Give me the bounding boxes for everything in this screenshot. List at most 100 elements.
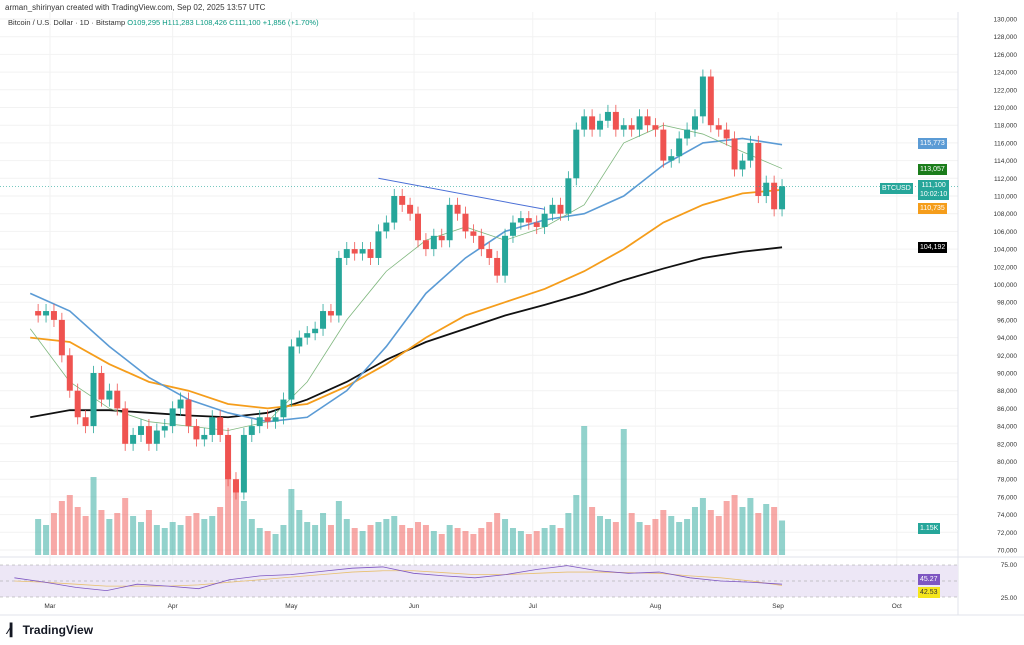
volume-bar xyxy=(541,528,548,555)
candle-body xyxy=(43,311,50,316)
candle-body xyxy=(114,390,121,409)
candle-body xyxy=(612,111,619,130)
volume-bar xyxy=(517,531,524,555)
candle-body xyxy=(502,235,509,276)
symbol-legend: Bitcoin / U.S. Dollar · 1D · Bitstamp O1… xyxy=(8,18,319,27)
candle-body xyxy=(209,417,216,435)
volume-bar xyxy=(771,507,778,555)
rsi-ma-line xyxy=(14,570,783,587)
candle-body xyxy=(335,257,342,316)
candle-body xyxy=(771,182,778,210)
volume-bar xyxy=(43,525,50,555)
volume-bar xyxy=(684,519,691,555)
candle-body xyxy=(723,129,730,139)
candle-body xyxy=(438,235,445,241)
price-tick-label: 92,000 xyxy=(997,353,1017,360)
candle-body xyxy=(106,390,113,400)
volume-bar xyxy=(327,525,334,555)
price-tick-label: 128,000 xyxy=(994,34,1018,41)
volume-badge: 1.15K xyxy=(918,523,941,534)
time-tick-label: Jul xyxy=(529,603,538,610)
ohlc-change: +1,856 (+1.70%) xyxy=(262,18,319,27)
candle-body xyxy=(375,231,382,258)
time-tick-label: Aug xyxy=(650,603,662,610)
price-tick-label: 98,000 xyxy=(997,300,1017,307)
candle-body xyxy=(138,426,145,435)
volume-bar xyxy=(122,498,129,555)
candle-body xyxy=(446,204,453,241)
volume-bar xyxy=(407,528,414,555)
candle-body xyxy=(470,231,477,236)
ticker-badge: BTCUSD xyxy=(880,183,913,194)
candle-body xyxy=(391,196,398,223)
volume-bar xyxy=(636,522,643,555)
candle-body xyxy=(169,408,176,427)
time-tick-label: May xyxy=(285,603,298,610)
candle-body xyxy=(312,328,319,334)
volume-bar xyxy=(581,426,588,555)
volume-bar xyxy=(98,510,105,555)
candle-body xyxy=(486,249,493,258)
volume-bar xyxy=(161,528,168,555)
price-tick-label: 96,000 xyxy=(997,317,1017,324)
candle-body xyxy=(130,434,137,444)
price-tick-label: 76,000 xyxy=(997,494,1017,501)
volume-bar xyxy=(462,531,469,555)
countdown: 10:02:10 xyxy=(920,191,948,198)
volume-bar xyxy=(391,516,398,555)
volume-bar xyxy=(478,528,485,555)
volume-bar xyxy=(50,513,57,555)
volume-bar xyxy=(715,516,722,555)
candle-body xyxy=(684,129,691,139)
rsi-badge: 45.27 xyxy=(918,574,940,585)
candle-body xyxy=(58,319,65,356)
candle-body xyxy=(296,337,303,347)
volume-bar xyxy=(525,534,532,555)
volume-bar xyxy=(399,525,406,555)
volume-bar xyxy=(415,522,422,555)
volume-bar xyxy=(114,513,121,555)
candle-body xyxy=(161,426,168,431)
candle-body xyxy=(494,257,501,276)
volume-bar xyxy=(201,519,208,555)
last-price: 111,100 xyxy=(921,182,946,189)
candle-body xyxy=(367,249,374,258)
price-tick-label: 116,000 xyxy=(994,140,1017,147)
candle-body xyxy=(415,213,422,241)
candle-body xyxy=(193,426,200,440)
candle-body xyxy=(74,390,81,418)
candle-body xyxy=(755,142,762,196)
rsi-level-label: 75.00 xyxy=(1001,562,1018,569)
ma100-badge: 110,735 xyxy=(918,203,947,214)
price-tick-label: 126,000 xyxy=(994,52,1018,59)
candle-body xyxy=(478,235,485,250)
volume-bar xyxy=(312,525,319,555)
volume-bar xyxy=(533,531,540,555)
price-tick-label: 80,000 xyxy=(997,459,1017,466)
candle-body xyxy=(779,186,786,210)
volume-bar xyxy=(288,489,295,555)
volume-bar xyxy=(359,531,366,555)
candle-body xyxy=(35,311,42,316)
candle-body xyxy=(604,111,611,121)
time-tick-label: Jun xyxy=(409,603,420,610)
price-tick-label: 114,000 xyxy=(994,158,1017,165)
candle-body xyxy=(248,426,255,435)
price-tick-label: 100,000 xyxy=(994,282,1018,289)
volume-bar xyxy=(367,525,374,555)
candle-body xyxy=(509,222,516,236)
volume-bar xyxy=(256,528,263,555)
ma100-line xyxy=(30,188,783,410)
candle-body xyxy=(343,249,350,258)
volume-bar xyxy=(209,516,216,555)
candle-body xyxy=(185,399,192,427)
candle-body xyxy=(272,417,279,422)
volume-bar xyxy=(383,519,390,555)
candle-body xyxy=(668,156,675,161)
price-tick-label: 78,000 xyxy=(997,477,1017,484)
volume-bar xyxy=(225,471,232,555)
candle-body xyxy=(288,346,295,400)
candle-body xyxy=(628,125,635,130)
volume-bar xyxy=(343,519,350,555)
